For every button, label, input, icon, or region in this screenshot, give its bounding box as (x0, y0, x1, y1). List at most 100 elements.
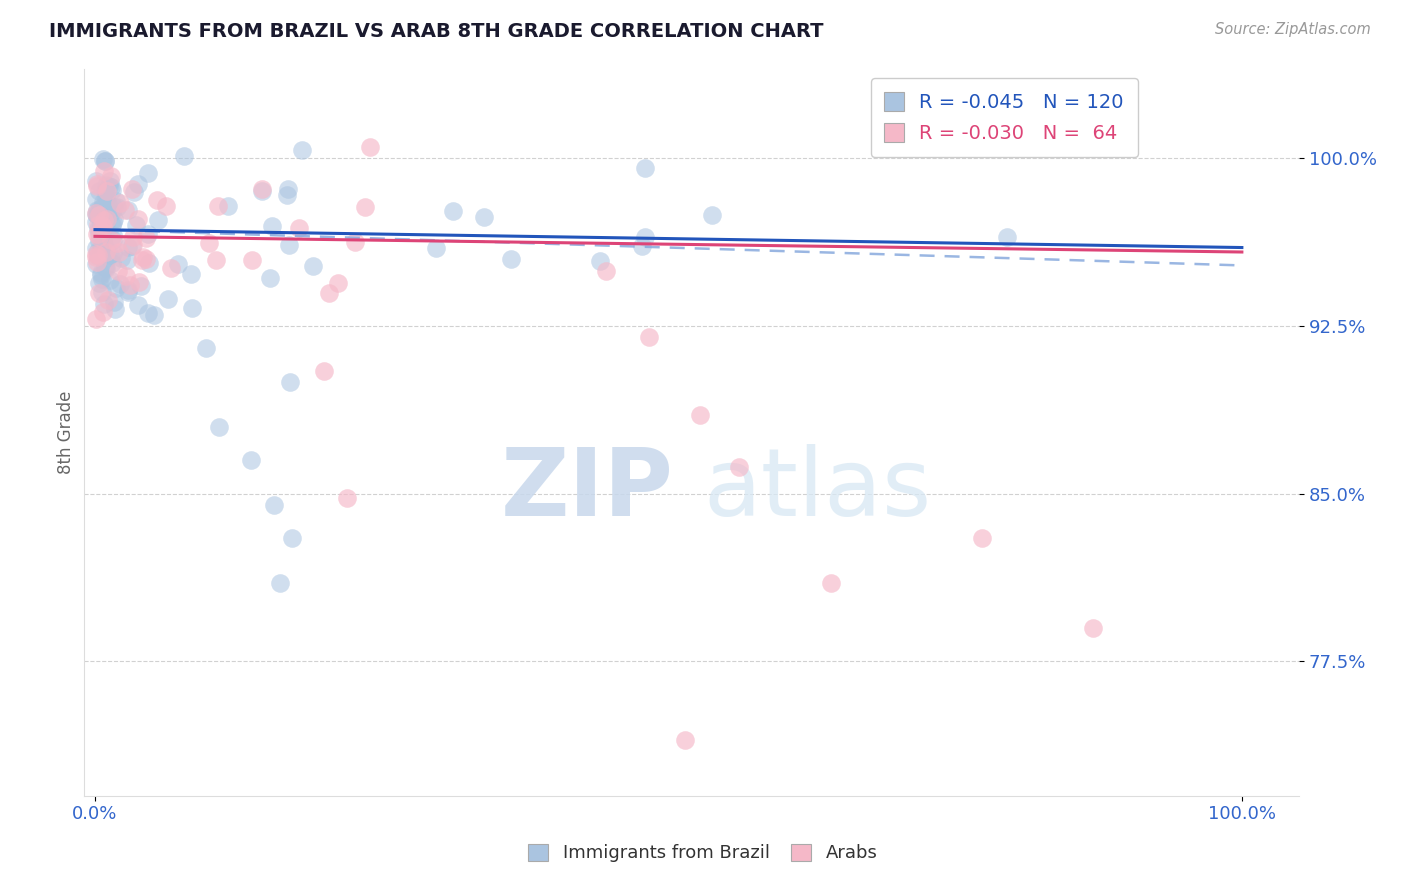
Point (145, 194, 167, 208)
Point (87, 219, 110, 233)
Point (94, 217, 117, 231)
Point (1081, 621, 1104, 635)
Point (114, 202, 136, 217)
Point (631, 239, 654, 253)
Point (86, 208, 108, 222)
Point (90, 272, 112, 286)
Point (312, 363, 335, 377)
Point (117, 285, 139, 299)
Point (101, 233, 124, 247)
Point (359, 140, 381, 154)
Point (115, 269, 138, 284)
Point (97, 293, 120, 307)
Point (288, 221, 311, 235)
Point (673, 732, 696, 747)
Point (94, 191, 117, 205)
Point (441, 204, 464, 219)
Point (86, 177, 108, 191)
Point (89, 211, 111, 225)
Point (472, 210, 495, 224)
Point (136, 227, 159, 241)
Point (278, 375, 301, 389)
Point (634, 229, 657, 244)
Point (103, 215, 125, 229)
Point (98, 174, 121, 188)
Point (588, 254, 610, 268)
Point (142, 308, 165, 322)
Point (205, 252, 228, 267)
Point (87, 226, 110, 240)
Point (89, 222, 111, 236)
Point (240, 253, 263, 268)
Point (103, 211, 125, 226)
Point (93, 237, 115, 252)
Point (94, 178, 117, 192)
Point (129, 278, 152, 293)
Text: atlas: atlas (703, 444, 932, 536)
Point (970, 532, 993, 546)
Point (180, 301, 202, 315)
Point (84, 312, 107, 326)
Point (167, 257, 190, 271)
Point (91, 244, 114, 259)
Point (84, 206, 107, 220)
Point (136, 166, 159, 180)
Point (269, 576, 291, 591)
Point (995, 229, 1018, 244)
Point (336, 491, 359, 505)
Point (638, 330, 661, 344)
Point (91, 285, 114, 300)
Point (97, 178, 120, 193)
Point (136, 306, 159, 320)
Point (105, 235, 128, 250)
Point (195, 341, 218, 355)
Point (263, 498, 285, 512)
Point (94, 260, 117, 275)
Point (91, 199, 114, 213)
Point (122, 237, 145, 252)
Point (217, 199, 239, 213)
Point (91, 194, 114, 209)
Point (155, 198, 177, 212)
Point (86, 174, 108, 188)
Point (87, 248, 110, 262)
Point (96, 252, 118, 266)
Point (84, 215, 107, 229)
Point (87, 184, 110, 198)
Point (634, 161, 657, 175)
Point (354, 200, 377, 214)
Point (93, 163, 115, 178)
Point (96, 184, 118, 198)
Point (103, 200, 125, 214)
Point (160, 261, 183, 276)
Point (89, 208, 111, 222)
Point (326, 276, 349, 290)
Point (702, 208, 724, 222)
Point (117, 240, 139, 254)
Point (86, 255, 108, 269)
Point (103, 295, 125, 310)
Point (343, 235, 366, 250)
Point (84, 257, 107, 271)
Point (117, 284, 139, 298)
Point (86, 227, 108, 241)
Point (118, 277, 141, 292)
Point (93, 305, 115, 319)
Point (121, 181, 143, 195)
Point (105, 194, 128, 208)
Point (101, 245, 124, 260)
Point (90, 219, 112, 234)
Point (121, 229, 143, 244)
Point (595, 263, 617, 277)
Point (105, 200, 128, 214)
Legend: Immigrants from Brazil, Arabs: Immigrants from Brazil, Arabs (522, 837, 884, 870)
Point (239, 453, 262, 467)
Point (91, 230, 114, 244)
Point (93, 211, 115, 225)
Point (110, 251, 132, 265)
Point (93, 234, 115, 248)
Point (100, 233, 122, 247)
Point (101, 256, 124, 270)
Point (290, 143, 312, 157)
Point (115, 253, 138, 268)
